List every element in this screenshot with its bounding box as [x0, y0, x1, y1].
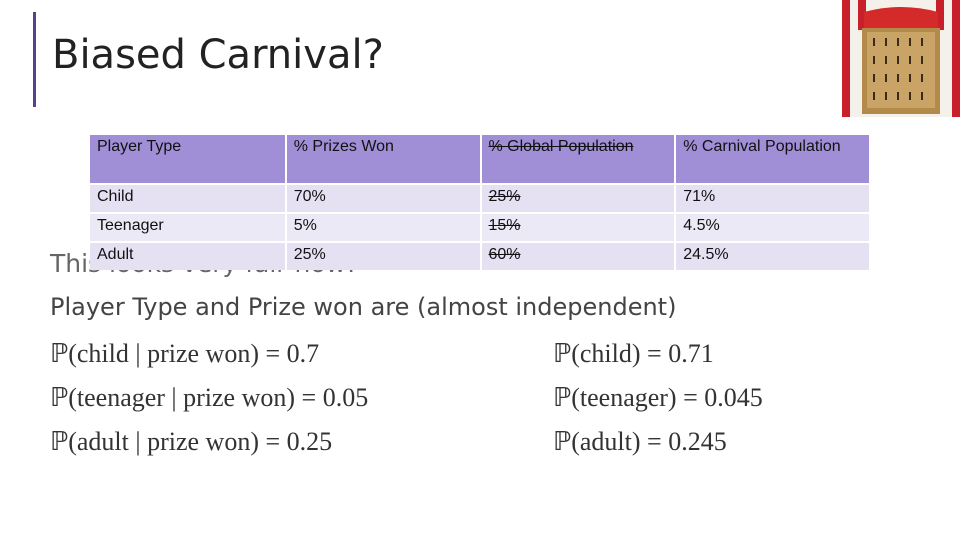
cell: Teenager	[90, 214, 285, 241]
cell: 60%	[479, 243, 675, 270]
header-row: Player Type % Prizes Won % Global Popula…	[90, 135, 869, 183]
cell: 15%	[479, 214, 675, 241]
header-cell: % Carnival Population	[674, 135, 869, 183]
formula: ℙ(adult) = 0.245	[553, 427, 727, 456]
header-cell: Player Type	[90, 135, 285, 183]
slide-title: Biased Carnival?	[52, 32, 384, 78]
cell: 5%	[284, 214, 480, 241]
statement: Player Type and Prize won are (almost in…	[50, 293, 677, 321]
formula: ℙ(teenager) = 0.045	[553, 383, 763, 412]
cell: 70%	[284, 185, 480, 212]
formula: ℙ(child | prize won) = 0.7	[50, 339, 320, 368]
cell: 4.5%	[674, 214, 869, 241]
cell: 24.5%	[674, 243, 869, 270]
cell: 71%	[674, 185, 869, 212]
cell: 25%	[479, 185, 675, 212]
cell: Adult	[90, 243, 285, 270]
data-table: Player Type % Prizes Won % Global Popula…	[90, 133, 869, 272]
row: Child 70% 25% 71%	[90, 185, 869, 212]
cell: Child	[90, 185, 285, 212]
carnival-image	[842, 0, 960, 117]
formula: ℙ(adult | prize won) = 0.25	[50, 427, 333, 456]
row: Adult 25% 60% 24.5%	[90, 243, 869, 270]
formula: ℙ(teenager | prize won) = 0.05	[50, 383, 369, 412]
row: Teenager 5% 15% 4.5%	[90, 214, 869, 241]
cell: 25%	[284, 243, 480, 270]
header-cell: % Global Population	[479, 135, 675, 183]
formula: ℙ(child) = 0.71	[553, 339, 714, 368]
accent-bar	[33, 12, 36, 107]
header-cell: % Prizes Won	[284, 135, 480, 183]
